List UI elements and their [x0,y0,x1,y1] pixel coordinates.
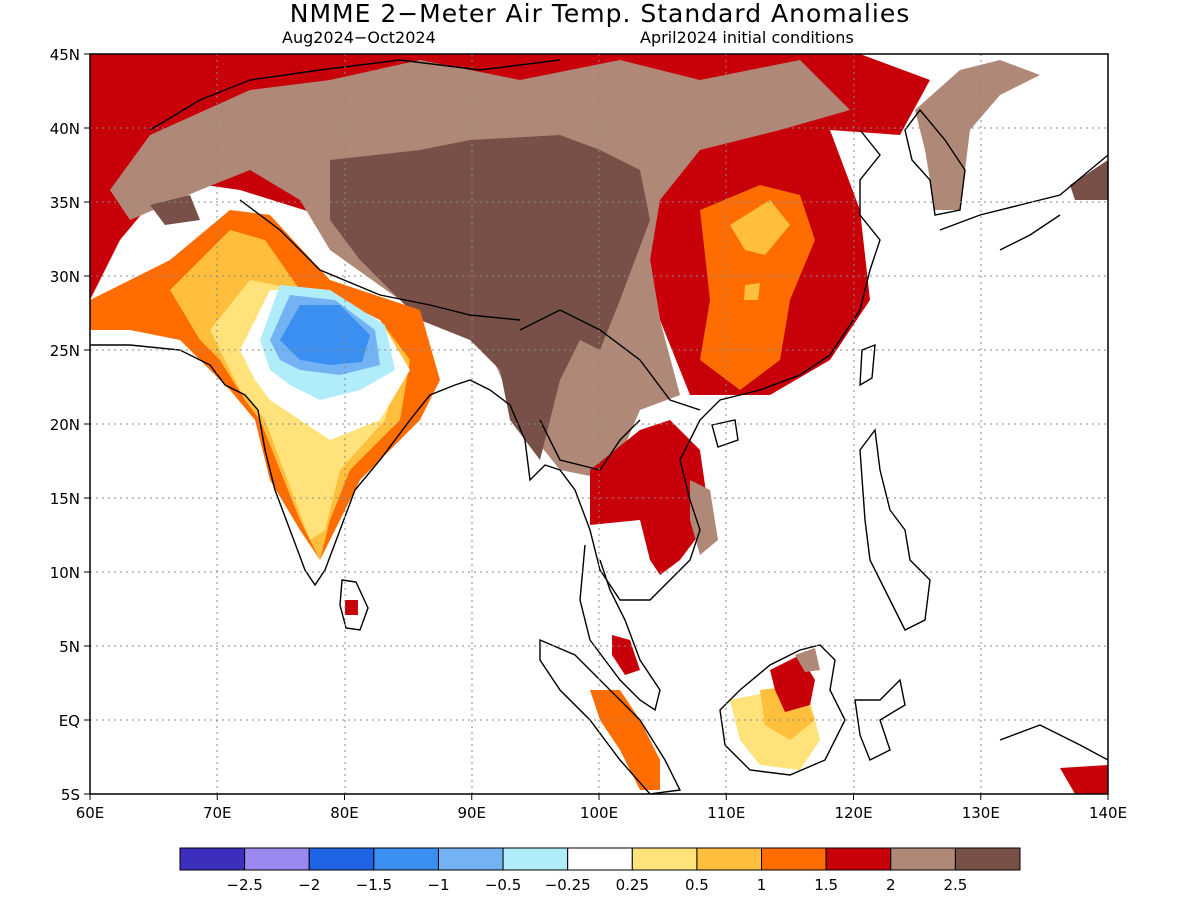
colorbar-label: −2 [298,876,320,894]
malay-peninsula [579,544,661,712]
lat-tick-label: 25N [50,342,80,360]
lon-tick-label: 140E [1089,804,1127,822]
colorbar-label: 2 [886,876,896,894]
sumatra-coastline [539,638,682,794]
colorbar-label: −0.5 [485,876,521,894]
png-coastline [999,724,1108,761]
colorbar-label: 1.5 [814,876,838,894]
anomaly-region-1-china-2 [744,283,760,300]
colorbar-label: −2.5 [226,876,262,894]
lat-tick-label: 40N [50,120,80,138]
india-coastline [90,129,881,601]
sulawesi-coastline [854,678,906,761]
korea-coastline [904,108,966,216]
taiwan-coastline [859,343,876,387]
initial-conditions: April2024 initial conditions [640,28,854,47]
colorbar-label: 0.25 [616,876,649,894]
colorbar-swatch [631,847,698,871]
lon-tick-label: 130E [962,804,1000,822]
colorbar-label: 2.5 [943,876,967,894]
lon-tick-label: 120E [834,804,872,822]
anomaly-region-15-sumatra [590,690,660,790]
lon-tick-label: 80E [330,804,359,822]
mekong-border [539,419,641,471]
colorbar-label: 1 [757,876,767,894]
anomaly-region-sri-lanka [345,600,358,615]
colorbar-swatch [825,847,892,871]
lat-tick-label: 30N [50,268,80,286]
lat-tick-label: 20N [50,416,80,434]
colorbar-swatch [373,847,439,871]
hainan-coastline [711,419,739,448]
japan-coastline [939,154,1108,251]
anomaly-region-korea [915,60,1040,210]
lat-tick-label: 45N [50,46,80,64]
forecast-period: Aug2024−Oct2024 [282,28,436,47]
latitude-axis: 45N 40N 35N 30N 25N 20N 15N 10N 5N EQ 5S [50,46,90,804]
longitude-axis: 60E 70E 80E 90E 100E 110E 120E 130E 140E [76,794,1127,822]
anomaly-region-2-malaysia [612,635,640,675]
anomaly-region-2-png [1060,765,1108,794]
lat-tick-label: EQ [59,712,80,730]
colorbar-swatch [437,847,504,871]
lon-tick-label: 110E [707,804,745,822]
lon-tick-label: 60E [76,804,105,822]
lat-tick-label: 10N [50,564,80,582]
borneo-coastline [719,644,846,776]
colorbar-swatch [890,847,956,871]
anomaly-shading [90,54,1108,794]
lat-tick-label: 15N [50,490,80,508]
colorbar-label: −0.25 [545,876,591,894]
himalaya-border [239,199,521,321]
colorbar-swatch [761,847,827,871]
anomaly-region-neg1 [280,305,370,365]
lon-tick-label: 70E [203,804,232,822]
lon-tick-label: 90E [457,804,486,822]
lon-tick-label: 100E [580,804,618,822]
colorbar-swatch [696,847,763,871]
colorbar-swatch [244,847,310,871]
anomaly-region-25-borneo [795,648,820,672]
colorbar-swatch [502,847,569,871]
anomaly-region-25-vietnam [690,480,718,555]
colorbar-swatch [567,847,633,871]
colorbar-swatch [308,847,375,871]
lat-tick-label: 35N [50,194,80,212]
colorbar-label: 0.5 [685,876,709,894]
colorbar-label: −1 [427,876,449,894]
lat-tick-label: 5S [61,786,80,804]
colorbar-swatch [179,847,246,871]
lat-tick-label: 5N [59,638,80,656]
map-title: NMME 2−Meter Air Temp. Standard Anomalie… [289,0,911,28]
anomaly-region-25-dark [330,135,650,460]
colorbar: −2.5 −2 −1.5 −1 −0.5 −0.25 0.25 0.5 1 1.5 2 2.5 [179,847,1021,894]
colorbar-swatch [954,847,1021,871]
sri-lanka-coastline [339,579,369,631]
anomaly-region-japan [1070,160,1108,200]
anomaly-region-1-china [730,200,790,255]
colorbar-label: −1.5 [356,876,392,894]
graticule [90,54,1108,794]
philippines-coastline [859,428,931,631]
coastlines [90,59,1108,794]
china-border [149,59,701,411]
